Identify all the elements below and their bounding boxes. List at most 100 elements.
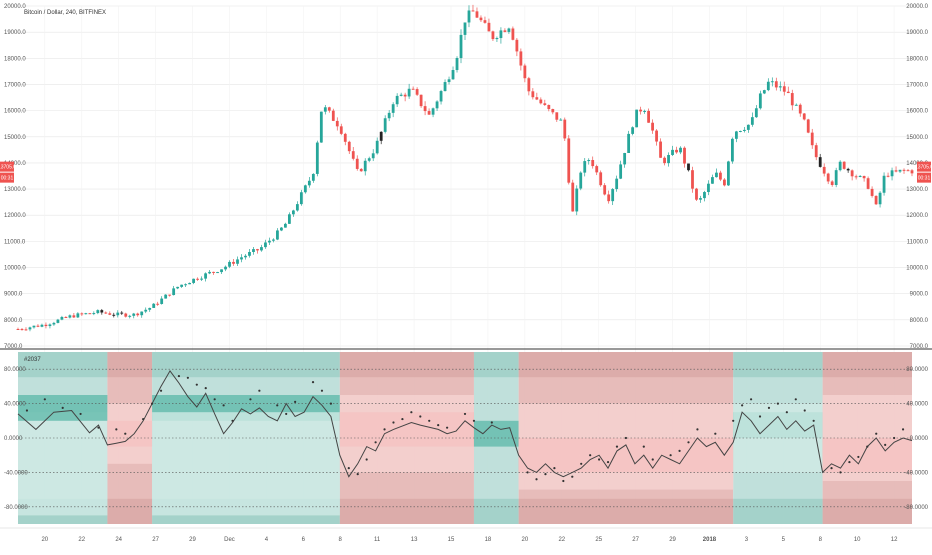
candle-body[interactable]	[168, 294, 172, 296]
candle-body[interactable]	[287, 214, 291, 224]
oscillator-line[interactable]	[17, 369, 913, 478]
candle-body[interactable]	[563, 119, 567, 139]
candle-body[interactable]	[327, 107, 331, 111]
candle-body[interactable]	[691, 170, 694, 189]
candle-body[interactable]	[806, 119, 810, 133]
candle-body[interactable]	[431, 108, 435, 115]
candle-body[interactable]	[643, 110, 646, 112]
candle-body[interactable]	[124, 313, 128, 317]
candle-body[interactable]	[335, 120, 339, 127]
candle-body[interactable]	[68, 315, 72, 318]
candle-body[interactable]	[403, 94, 407, 97]
candle-body[interactable]	[711, 177, 714, 184]
candle-body[interactable]	[88, 313, 92, 315]
candle-body[interactable]	[176, 286, 180, 289]
candle-body[interactable]	[575, 188, 579, 212]
candle-body[interactable]	[260, 247, 263, 251]
candle-body[interactable]	[862, 175, 866, 179]
candle-body[interactable]	[583, 161, 587, 173]
candle-body[interactable]	[347, 141, 351, 152]
candle-body[interactable]	[236, 259, 239, 264]
candle-body[interactable]	[60, 317, 64, 320]
candle-body[interactable]	[810, 132, 814, 146]
candle-body[interactable]	[152, 303, 156, 308]
candle-body[interactable]	[571, 182, 575, 212]
candle-body[interactable]	[699, 198, 702, 200]
candle-body[interactable]	[667, 154, 670, 164]
candle-body[interactable]	[144, 309, 148, 312]
candle-body[interactable]	[727, 161, 730, 186]
candle-body[interactable]	[240, 257, 243, 260]
candle-body[interactable]	[284, 223, 287, 228]
candle-body[interactable]	[479, 17, 483, 21]
candle-body[interactable]	[323, 107, 327, 112]
candle-body[interactable]	[615, 178, 619, 190]
candle-body[interactable]	[695, 188, 698, 200]
candle-body[interactable]	[92, 313, 96, 315]
candle-body[interactable]	[367, 158, 371, 161]
candle-body[interactable]	[363, 160, 367, 172]
candle-body[interactable]	[184, 284, 188, 286]
candle-body[interactable]	[16, 329, 20, 330]
candle-body[interactable]	[715, 172, 718, 178]
candle-body[interactable]	[627, 133, 631, 153]
candle-body[interactable]	[870, 188, 874, 196]
candle-body[interactable]	[822, 166, 826, 174]
candle-body[interactable]	[567, 138, 571, 183]
candle-body[interactable]	[639, 109, 643, 112]
candle-body[interactable]	[299, 192, 303, 205]
candle-body[interactable]	[379, 131, 383, 141]
candle-body[interactable]	[371, 153, 375, 159]
candle-body[interactable]	[132, 313, 136, 316]
candle-body[interactable]	[164, 294, 168, 299]
candle-body[interactable]	[391, 104, 395, 113]
candle-body[interactable]	[754, 108, 758, 118]
candle-body[interactable]	[675, 149, 678, 153]
candle-body[interactable]	[128, 315, 132, 317]
candle-body[interactable]	[20, 329, 24, 331]
candle-body[interactable]	[192, 278, 196, 283]
candle-body[interactable]	[798, 104, 802, 114]
candle-body[interactable]	[427, 111, 431, 115]
candle-body[interactable]	[846, 168, 850, 171]
candle-body[interactable]	[140, 311, 144, 316]
candle-body[interactable]	[758, 93, 762, 109]
candle-body[interactable]	[547, 104, 551, 110]
candle-body[interactable]	[471, 10, 475, 12]
candle-body[interactable]	[607, 194, 611, 202]
candle-body[interactable]	[200, 278, 203, 280]
candle-body[interactable]	[315, 142, 319, 174]
candle-body[interactable]	[48, 324, 52, 327]
candle-body[interactable]	[910, 170, 914, 174]
candle-body[interactable]	[766, 81, 770, 91]
candle-body[interactable]	[842, 161, 846, 169]
candle-body[interactable]	[814, 145, 818, 158]
candle-body[interactable]	[136, 313, 140, 316]
candle-body[interactable]	[112, 314, 116, 316]
candle-body[interactable]	[383, 118, 387, 132]
candle-body[interactable]	[172, 288, 176, 296]
candle-body[interactable]	[551, 109, 555, 113]
candle-body[interactable]	[902, 169, 906, 171]
candle-body[interactable]	[148, 307, 152, 310]
candle-body[interactable]	[595, 166, 599, 173]
candle-body[interactable]	[794, 104, 798, 106]
candle-body[interactable]	[212, 271, 215, 273]
candle-body[interactable]	[742, 129, 746, 131]
candle-body[interactable]	[515, 39, 519, 52]
candle-body[interactable]	[734, 131, 738, 139]
candle-body[interactable]	[587, 160, 591, 162]
candle-body[interactable]	[790, 93, 794, 106]
candle-body[interactable]	[647, 110, 650, 123]
candle-body[interactable]	[411, 88, 415, 90]
candle-body[interactable]	[351, 151, 355, 159]
candle-body[interactable]	[76, 313, 80, 318]
candle-body[interactable]	[663, 157, 666, 164]
candle-body[interactable]	[228, 261, 231, 267]
candle-body[interactable]	[311, 173, 315, 181]
candle-body[interactable]	[204, 273, 207, 279]
candle-body[interactable]	[272, 239, 275, 241]
candle-body[interactable]	[268, 240, 271, 243]
candle-body[interactable]	[611, 189, 615, 202]
candle-body[interactable]	[339, 126, 343, 134]
